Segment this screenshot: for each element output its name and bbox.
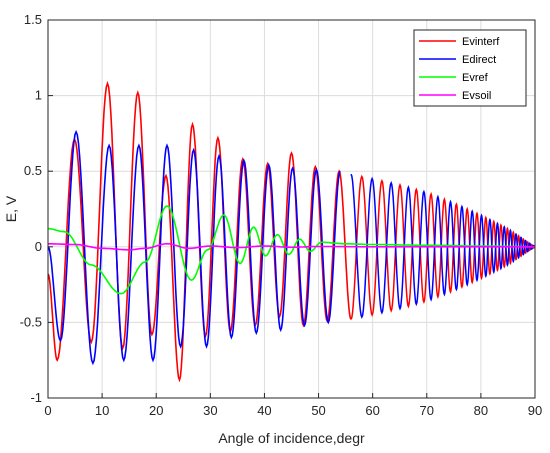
y-tick-label: -1 [30, 390, 42, 405]
x-tick-label: 0 [44, 403, 51, 418]
y-tick-label: 1 [35, 88, 42, 103]
x-tick-label: 40 [257, 403, 271, 418]
legend: Evinterf Edirect Evref Evsoil [413, 29, 527, 107]
x-tick-label: 70 [420, 403, 434, 418]
series-evref-line [48, 205, 535, 295]
x-tick-label: 20 [149, 403, 163, 418]
y-tick-label: 1.5 [24, 12, 42, 27]
legend-label: Edirect [462, 54, 496, 66]
series-layer [47, 81, 536, 383]
x-tick-label: 30 [203, 403, 217, 418]
legend-label: Evsoil [462, 90, 491, 102]
y-tick-label: 0.5 [24, 163, 42, 178]
x-tick-label: 50 [311, 403, 325, 418]
series-evsoil-line [48, 243, 535, 251]
series-edirect-line [47, 129, 341, 366]
legend-box [413, 29, 527, 107]
plot-frame [47, 19, 536, 399]
y-tick-label: 0 [35, 239, 42, 254]
tick-labels: 0 10 20 30 40 50 60 70 80 90 -1 -0.5 0 0.5 1 1.5 [20, 12, 543, 418]
legend-label: Evref [462, 72, 489, 84]
x-tick-label: 10 [95, 403, 109, 418]
x-axis-label: Angle of incidence,degr [218, 430, 365, 446]
x-tick-label: 60 [365, 403, 379, 418]
series-evinterf-line [47, 81, 352, 383]
y-tick-label: -0.5 [20, 314, 42, 329]
x-tick-label: 90 [528, 403, 542, 418]
legend-label: Evinterf [462, 36, 500, 48]
y-axis-label: E, V [3, 195, 19, 222]
x-tick-label: 80 [474, 403, 488, 418]
